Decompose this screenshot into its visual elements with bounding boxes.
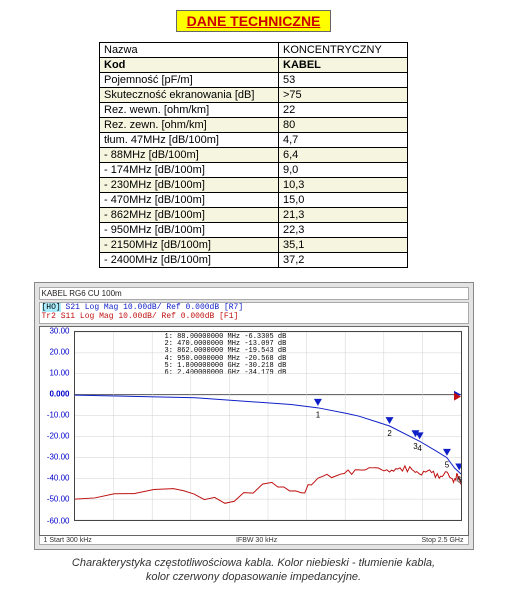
- spec-value: 22,3: [279, 223, 408, 238]
- spec-value: KABEL: [279, 58, 408, 73]
- table-row: tłum. 47MHz [dB/100m]4,7: [100, 133, 408, 148]
- page-title: DANE TECHNICZNE: [176, 10, 332, 32]
- spec-value: 21,3: [279, 208, 408, 223]
- spec-key: - 88MHz [dB/100m]: [100, 148, 279, 163]
- plot-frame: 30.0020.0010.000.000-10.00-20.00-30.00-4…: [39, 326, 469, 536]
- table-row: NazwaKONCENTRYCZNY: [100, 43, 408, 58]
- table-row: - 230MHz [dB/100m]10,3: [100, 178, 408, 193]
- table-row: - 862MHz [dB/100m]21,3: [100, 208, 408, 223]
- spec-value: 80: [279, 118, 408, 133]
- spec-key: Nazwa: [100, 43, 279, 58]
- spec-value: >75: [279, 88, 408, 103]
- spec-key: Skuteczność ekranowania [dB]: [100, 88, 279, 103]
- spec-key: - 230MHz [dB/100m]: [100, 178, 279, 193]
- table-row: - 2400MHz [dB/100m]37,2: [100, 253, 408, 268]
- y-axis-labels: 30.0020.0010.000.000-10.00-20.00-30.00-4…: [40, 331, 72, 521]
- spec-value: 6,4: [279, 148, 408, 163]
- spec-key: - 950MHz [dB/100m]: [100, 223, 279, 238]
- spec-value: KONCENTRYCZNY: [279, 43, 408, 58]
- spec-table: NazwaKONCENTRYCZNYKodKABELPojemność [pF/…: [99, 42, 408, 268]
- spec-key: - 2150MHz [dB/100m]: [100, 238, 279, 253]
- spec-value: 4,7: [279, 133, 408, 148]
- table-row: Skuteczność ekranowania [dB]>75: [100, 88, 408, 103]
- svg-text:4: 4: [417, 444, 422, 453]
- spec-value: 9,0: [279, 163, 408, 178]
- spec-value: 37,2: [279, 253, 408, 268]
- plot-area: 1: 88.00000000 MHz -6.3305 dB2: 470.0000…: [74, 331, 462, 521]
- spec-key: - 2400MHz [dB/100m]: [100, 253, 279, 268]
- svg-text:6: 6: [457, 475, 461, 484]
- table-row: - 950MHz [dB/100m]22,3: [100, 223, 408, 238]
- spec-value: 15,0: [279, 193, 408, 208]
- chart-caption: Charakterystyka częstotliwościowa kabla.…: [34, 556, 474, 585]
- chart-footer: 1 Start 300 kHz IFBW 30 kHz Stop 2.5 GHz: [39, 536, 469, 545]
- svg-text:2: 2: [387, 429, 391, 438]
- chart-title-bar: KABEL RG6 CU 100m: [39, 287, 469, 300]
- spec-value: 10,3: [279, 178, 408, 193]
- chart-legend: [HO] S21 Log Mag 10.00dB/ Ref 0.000dB [R…: [39, 302, 469, 324]
- table-row: Rez. wewn. [ohm/km]22: [100, 103, 408, 118]
- spec-value: 35,1: [279, 238, 408, 253]
- x-stop: Stop 2.5 GHz: [421, 537, 463, 544]
- x-start: 1 Start 300 kHz: [44, 537, 92, 544]
- spec-key: tłum. 47MHz [dB/100m]: [100, 133, 279, 148]
- spec-key: Pojemność [pF/m]: [100, 73, 279, 88]
- svg-text:1: 1: [315, 410, 320, 419]
- vna-chart: KABEL RG6 CU 100m [HO] S21 Log Mag 10.00…: [34, 282, 474, 550]
- table-row: Rez. zewn. [ohm/km]80: [100, 118, 408, 133]
- table-row: Pojemność [pF/m]53: [100, 73, 408, 88]
- spec-value: 53: [279, 73, 408, 88]
- svg-text:5: 5: [444, 460, 449, 469]
- spec-key: Kod: [100, 58, 279, 73]
- table-row: - 174MHz [dB/100m]9,0: [100, 163, 408, 178]
- spec-key: - 470MHz [dB/100m]: [100, 193, 279, 208]
- spec-value: 22: [279, 103, 408, 118]
- spec-key: Rez. wewn. [ohm/km]: [100, 103, 279, 118]
- ifbw: IFBW 30 kHz: [236, 537, 277, 544]
- table-row: - 470MHz [dB/100m]15,0: [100, 193, 408, 208]
- spec-key: - 862MHz [dB/100m]: [100, 208, 279, 223]
- spec-key: - 174MHz [dB/100m]: [100, 163, 279, 178]
- table-row: - 2150MHz [dB/100m]35,1: [100, 238, 408, 253]
- table-row: KodKABEL: [100, 58, 408, 73]
- spec-key: Rez. zewn. [ohm/km]: [100, 118, 279, 133]
- table-row: - 88MHz [dB/100m]6,4: [100, 148, 408, 163]
